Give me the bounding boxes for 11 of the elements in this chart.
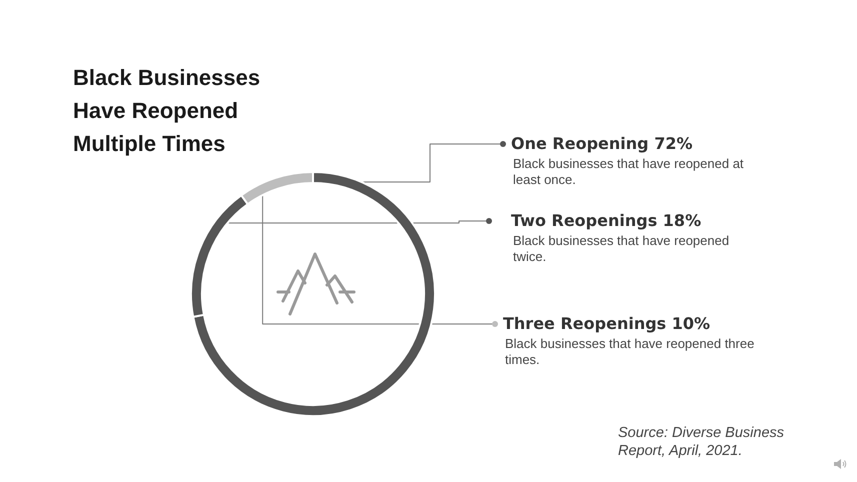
legend-label: Two Reopenings: [511, 211, 658, 230]
text: Black businesses that have reopened at least once.: [513, 156, 745, 188]
data-label: 72%: [654, 134, 692, 153]
text: Black businesses that have reopened three times.: [505, 336, 756, 368]
source-note: Source: Diverse Business Report, April, 2021.: [618, 424, 786, 460]
legend-label: One Reopening: [511, 134, 649, 153]
legend-label: Three Reopenings: [503, 314, 666, 333]
chart-title: Black Businesses Have Reopened Multiple Times: [73, 64, 262, 158]
text: Black businesses that have reopened twice.: [513, 233, 730, 265]
data-label: 18%: [662, 211, 702, 230]
data-label: 10%: [672, 314, 710, 333]
